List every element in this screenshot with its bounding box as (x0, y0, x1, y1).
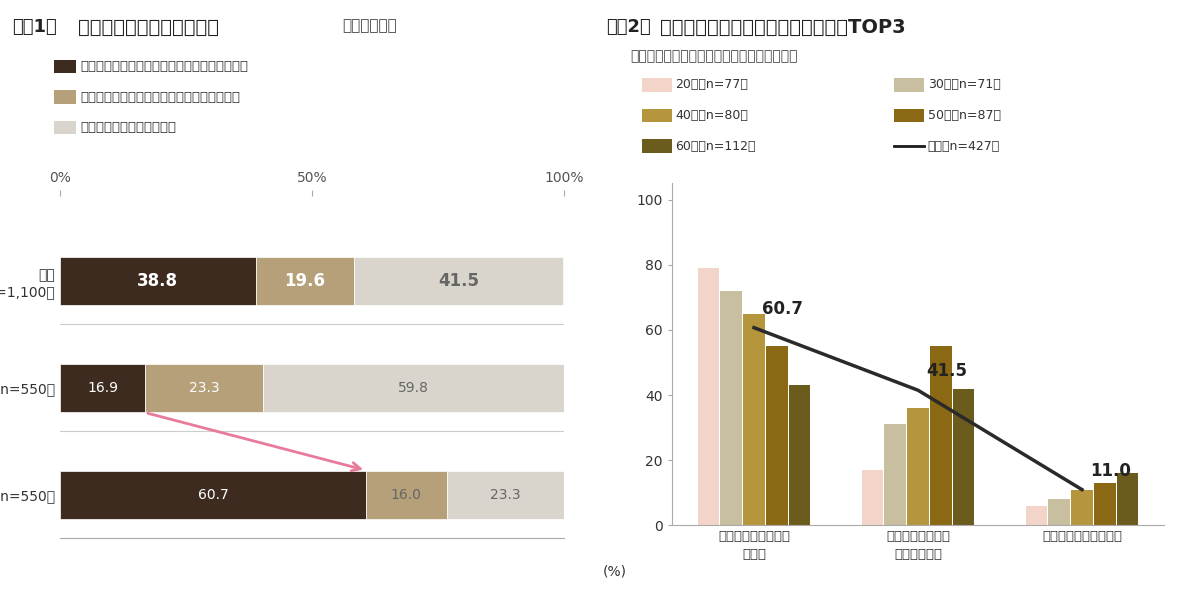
Bar (884, 425, 906, 525)
Text: 41.5: 41.5 (438, 272, 480, 290)
Bar (930, 346, 952, 525)
Bar (1049, 499, 1069, 525)
Bar (697, 268, 719, 525)
Text: 30代（n=71）: 30代（n=71） (928, 78, 1001, 92)
Bar (1117, 474, 1139, 525)
Text: 40代（n=80）: 40代（n=80） (676, 109, 749, 122)
Bar (1026, 506, 1046, 525)
Text: 60.7: 60.7 (198, 488, 228, 502)
Text: ＜図1＞: ＜図1＞ (12, 18, 56, 36)
Text: 16.0: 16.0 (391, 488, 421, 502)
Text: 60代（n=112）: 60代（n=112） (676, 139, 756, 153)
Bar (862, 470, 883, 525)
Text: 以前は染めていたが、現在は染めなくなった: 以前は染めていたが、現在は染めなくなった (80, 90, 240, 104)
Text: 髪の毛を染めた経験の有無: 髪の毛を染めた経験の有無 (78, 18, 220, 37)
Bar (744, 313, 764, 525)
Bar (60, 257, 256, 305)
Text: 60.7: 60.7 (762, 300, 803, 318)
Bar (1072, 489, 1092, 525)
Text: （複数回答Ｚ現在髪を染めている人ベース）: （複数回答Ｚ現在髪を染めている人ベース） (630, 49, 798, 63)
Bar (953, 389, 974, 525)
Bar (60, 471, 366, 519)
Text: 50代（n=87）: 50代（n=87） (928, 109, 1001, 122)
Text: 38.8: 38.8 (137, 272, 179, 290)
Text: 20代（n=77）: 20代（n=77） (676, 78, 749, 92)
Bar (354, 257, 564, 305)
Text: 現在も定期的に染めている／染めることがある: 現在も定期的に染めている／染めることがある (80, 60, 248, 73)
Bar (263, 364, 564, 412)
Text: 19.6: 19.6 (284, 272, 325, 290)
Bar (720, 291, 742, 525)
Text: 16.9: 16.9 (88, 381, 118, 395)
Text: (%): (%) (602, 565, 626, 579)
Bar (256, 257, 354, 305)
Text: 11.0: 11.0 (1091, 462, 1132, 480)
Text: 全体（n=427）: 全体（n=427） (928, 139, 1000, 153)
Bar (790, 386, 810, 525)
Bar (60, 364, 145, 412)
Text: 23.3: 23.3 (490, 488, 521, 502)
Text: （単一回答）: （単一回答） (342, 18, 397, 34)
Bar (366, 471, 446, 519)
Bar (767, 346, 787, 525)
Text: 髪の毛を染めたことはない: 髪の毛を染めたことはない (80, 121, 176, 134)
Text: 23.3: 23.3 (188, 381, 220, 395)
Text: 59.8: 59.8 (398, 381, 428, 395)
Bar (145, 364, 263, 412)
Bar (446, 471, 564, 519)
Text: ＜図2＞: ＜図2＞ (606, 18, 650, 36)
Text: 現在染めている人のヘアカラー方法TOP3: 現在染めている人のヘアカラー方法TOP3 (660, 18, 906, 37)
Bar (907, 408, 929, 525)
Bar (1094, 483, 1116, 525)
Text: 41.5: 41.5 (926, 362, 967, 381)
